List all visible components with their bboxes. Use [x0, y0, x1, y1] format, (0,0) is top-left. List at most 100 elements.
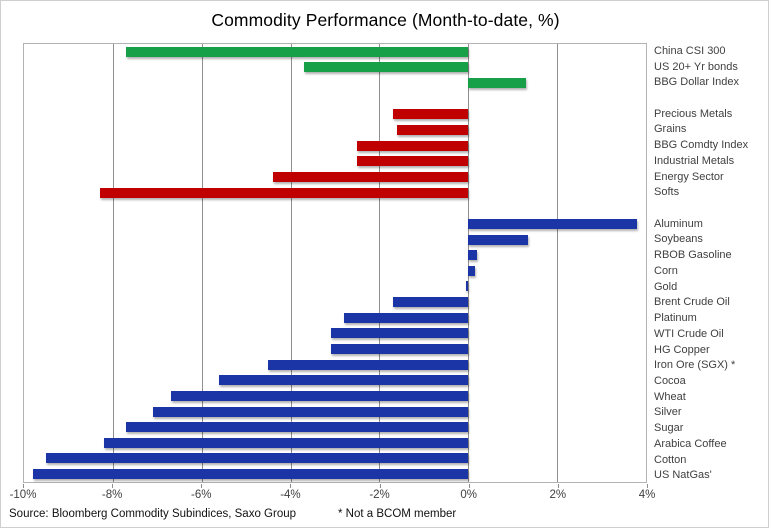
gridline-2pct	[557, 44, 559, 482]
tick-mark--10pct	[23, 484, 24, 488]
tick-mark--2pct	[379, 484, 381, 488]
bar-sugar	[126, 422, 469, 433]
category-axis-labels: China CSI 300 US 20+ Yr bonds BBG Dollar I…	[654, 43, 768, 483]
bar-row	[24, 185, 646, 201]
category-label-hg-copper: HG Copper	[654, 343, 710, 356]
bar-row	[24, 247, 646, 263]
bar-row	[24, 294, 646, 310]
category-label-spacer	[654, 90, 768, 106]
bar-iron-ore-sgx	[268, 359, 469, 370]
bar-row	[24, 451, 646, 467]
tick-label--8pct: -8%	[101, 489, 123, 501]
bar-corn	[468, 265, 475, 276]
bar-wheat	[170, 390, 469, 401]
category-label-softs: Softs	[654, 186, 680, 199]
bar-arabica-coffee	[103, 437, 469, 448]
bar-softs	[99, 187, 469, 198]
bar-row	[24, 60, 646, 76]
tick-mark--6pct	[201, 484, 203, 488]
x-axis: -10% -8% -6% -4% -2% 0% 2% 4%	[10, 484, 655, 506]
bar-row	[24, 326, 646, 342]
bar-china-csi-300	[126, 46, 469, 57]
bar-series-area	[24, 44, 646, 482]
category-label-grains: Grains	[654, 123, 687, 136]
bar-row	[24, 372, 646, 388]
category-label-soybeans: Soybeans	[654, 233, 703, 246]
plot-area	[23, 43, 647, 483]
bar-row	[24, 122, 646, 138]
tick-mark-4pct	[647, 484, 648, 488]
gridline--6pct	[201, 44, 203, 482]
bar-row	[24, 169, 646, 185]
gridline-0pct	[468, 44, 470, 482]
category-label-arabica-coffee: Arabica Coffee	[654, 437, 727, 450]
bar-row	[24, 341, 646, 357]
bar-row	[24, 310, 646, 326]
category-label-bbg-comdty-index: BBG Comdty Index	[654, 139, 749, 152]
tick-label-2pct: 2%	[549, 489, 567, 501]
category-label-industrial-metals: Industrial Metals	[654, 154, 735, 167]
category-label-precious-metals: Precious Metals	[654, 107, 733, 120]
tick-mark-2pct	[557, 484, 559, 488]
bar-row	[24, 216, 646, 232]
bcom-footnote: * Not a BCOM member	[338, 508, 457, 520]
bar-row	[24, 107, 646, 123]
bar-rbob-gasoline	[468, 250, 478, 261]
category-label-gold: Gold	[654, 280, 678, 293]
bar-row	[24, 404, 646, 420]
bar-row	[24, 466, 646, 482]
bar-bbg-comdty-index	[357, 140, 469, 151]
bar-row	[24, 279, 646, 295]
category-label-iron-ore-sgx: Iron Ore (SGX) *	[654, 359, 736, 372]
category-label-china-csi-300: China CSI 300	[654, 44, 726, 57]
bar-platinum	[343, 312, 469, 323]
tick-mark--4pct	[290, 484, 292, 488]
category-label-corn: Corn	[654, 264, 678, 277]
bar-cocoa	[219, 375, 469, 386]
bar-industrial-metals	[357, 156, 469, 167]
bar-soybeans	[468, 234, 529, 245]
tick-label-0pct: 0%	[460, 489, 478, 501]
bar-brent-crude-oil	[392, 297, 469, 308]
tick-label--4pct: -4%	[280, 489, 301, 501]
bar-hg-copper	[330, 343, 469, 354]
bar-row	[24, 388, 646, 404]
bar-cotton	[46, 453, 469, 464]
bar-us-natgas	[32, 469, 469, 480]
category-label-us-natgas: US NatGas'	[654, 469, 712, 482]
category-label-sugar: Sugar	[654, 422, 684, 435]
bar-precious-metals	[392, 109, 469, 120]
category-label-spacer	[654, 200, 768, 216]
bar-row	[24, 153, 646, 169]
spacer-row	[24, 91, 646, 107]
bar-grains	[397, 125, 469, 136]
bar-us-20-yr-bonds	[303, 62, 469, 73]
bar-bbg-dollar-index	[468, 78, 527, 89]
category-label-silver: Silver	[654, 406, 682, 419]
category-label-cotton: Cotton	[654, 453, 687, 466]
category-label-rbob-gasoline: RBOB Gasoline	[654, 249, 732, 262]
tick-label--6pct: -6%	[191, 489, 212, 501]
category-label-cocoa: Cocoa	[654, 374, 686, 387]
tick-mark--8pct	[112, 484, 114, 488]
bar-row	[24, 232, 646, 248]
bar-row	[24, 138, 646, 154]
category-label-bbg-dollar-index: BBG Dollar Index	[654, 76, 739, 89]
bar-row	[24, 44, 646, 60]
gridline--8pct	[112, 44, 114, 482]
tick-label--2pct: -2%	[369, 489, 390, 501]
category-label-us-20-yr-bonds: US 20+ Yr bonds	[654, 60, 738, 73]
category-label-wheat: Wheat	[654, 390, 686, 403]
bar-energy-sector	[272, 171, 469, 182]
bar-row	[24, 75, 646, 91]
gridline--2pct	[379, 44, 381, 482]
bar-row	[24, 419, 646, 435]
bar-silver	[152, 406, 469, 417]
bar-row	[24, 263, 646, 279]
source-note: Source: Bloomberg Commodity Subindices, …	[9, 508, 297, 520]
category-label-aluminum: Aluminum	[654, 217, 703, 230]
bar-aluminum	[468, 218, 638, 229]
tick-label--10pct: -10%	[9, 489, 37, 501]
tick-label-4pct: 4%	[638, 489, 656, 501]
